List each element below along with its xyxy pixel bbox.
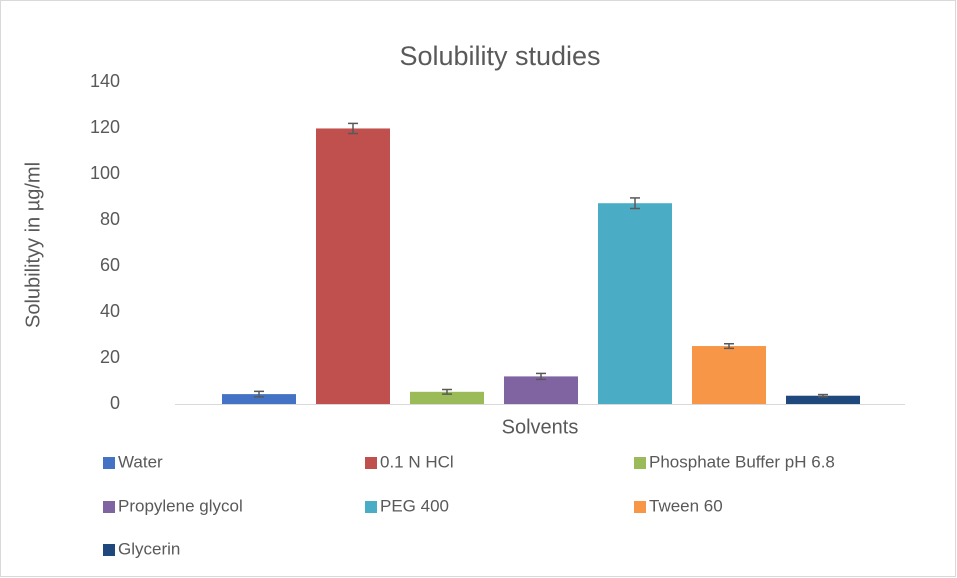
error-bar — [254, 390, 264, 398]
legend-label: PEG 400 — [380, 496, 449, 515]
y-tick-label: 120 — [90, 117, 120, 137]
legend-swatch — [365, 457, 377, 469]
legend-label: Glycerin — [118, 539, 180, 558]
error-bar — [630, 197, 640, 210]
error-bar — [536, 372, 546, 381]
legend-label: 0.1 N HCl — [380, 452, 454, 471]
x-axis-label: Solvents — [502, 416, 579, 438]
legend-swatch — [634, 501, 646, 513]
legend-label: Tween 60 — [649, 496, 723, 515]
legend-swatch — [365, 501, 377, 513]
y-tick-label: 100 — [90, 163, 120, 183]
y-tick-label: 80 — [100, 209, 120, 229]
y-tick-label: 60 — [100, 255, 120, 275]
legend-swatch — [103, 501, 115, 513]
chart-title: Solubility studies — [399, 41, 600, 71]
bar — [222, 394, 296, 404]
error-bar — [818, 393, 828, 398]
bar — [504, 376, 578, 404]
legend-swatch — [103, 544, 115, 556]
y-tick-label: 140 — [90, 71, 120, 91]
bar — [692, 346, 766, 404]
legend-label: Propylene glycol — [118, 496, 243, 515]
bar — [410, 391, 484, 404]
y-tick-label: 20 — [100, 347, 120, 367]
bar — [598, 203, 672, 404]
error-bar — [442, 388, 452, 395]
y-tick-label: 40 — [100, 301, 120, 321]
legend-swatch — [103, 457, 115, 469]
legend-label: Water — [118, 452, 163, 471]
bar — [316, 128, 390, 404]
y-axis-label: Solubilityy in µg/ml — [22, 162, 44, 328]
error-bar — [348, 122, 358, 135]
error-bar — [724, 342, 734, 350]
bar — [786, 395, 860, 404]
y-tick-label: 0 — [110, 393, 120, 413]
legend-label: Phosphate Buffer pH 6.8 — [649, 452, 835, 471]
legend-swatch — [634, 457, 646, 469]
